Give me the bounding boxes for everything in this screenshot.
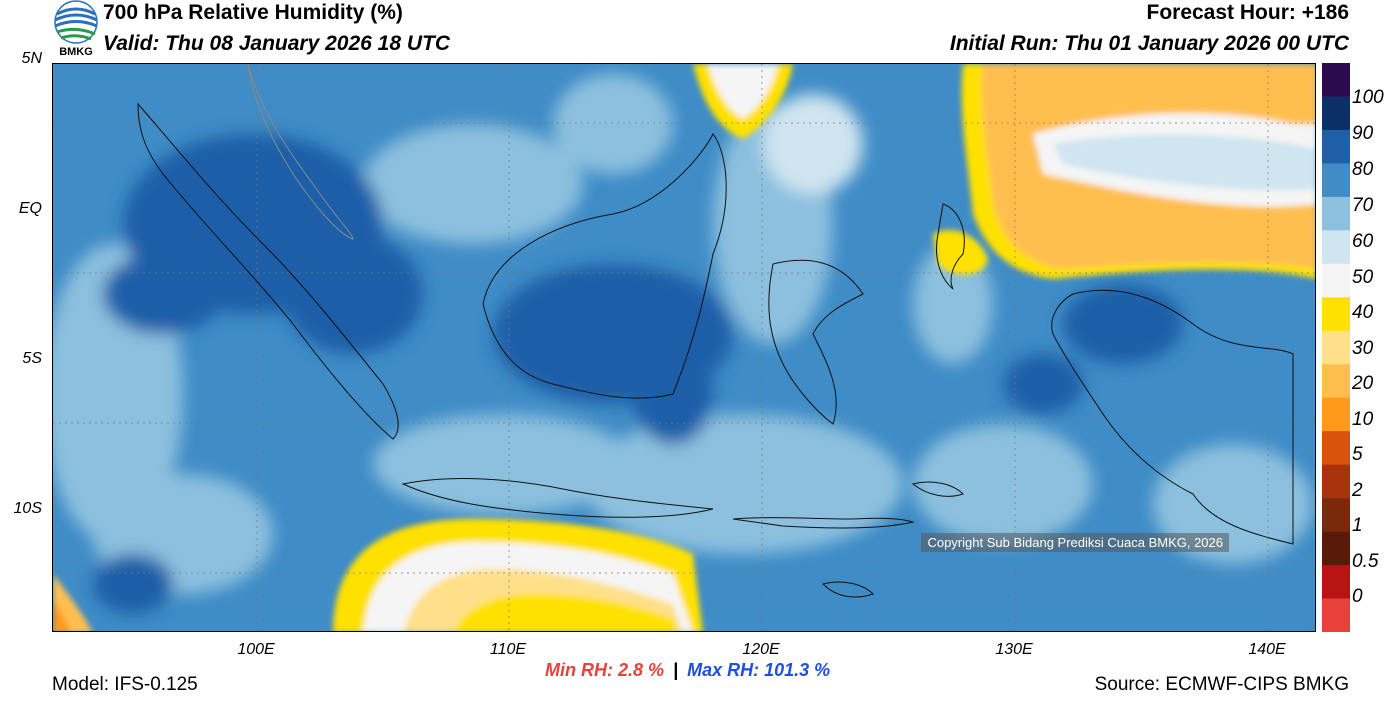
colorbar-swatch [1322,364,1350,399]
colorbar-label: 0.5 [1352,551,1379,572]
bmkg-logo: BMKG [52,0,100,60]
colorbar-swatches [1322,63,1350,633]
lon-label-120e: 120E [742,641,780,658]
colorbar-swatch [1322,163,1350,198]
copyright-notice: Copyright Sub Bidang Prediksi Cuaca BMKG… [921,533,1229,552]
colorbar-label: 50 [1352,267,1374,288]
colorbar-label: 20 [1352,373,1374,394]
colorbar-swatch [1322,531,1350,566]
colorbar-swatch [1322,431,1350,466]
model-label: Model: IFS-0.125 [52,674,198,695]
humidity-field [53,64,1315,631]
colorbar-label: 90 [1352,123,1374,144]
lon-label-100e: 100E [237,641,275,658]
colorbar-swatch [1322,565,1350,600]
colorbar-label: 100 [1352,87,1384,108]
lat-label-eq: EQ [18,200,42,217]
colorbar-swatch [1322,96,1350,131]
colorbar-swatch [1322,63,1350,97]
colorbar-label: 70 [1352,195,1374,216]
colorbar-label: 30 [1352,338,1374,359]
colorbar-label: 5 [1352,444,1363,465]
lon-label-140e: 140E [1248,641,1286,658]
colorbar-swatch [1322,598,1350,633]
lat-label-5s: 5S [22,350,42,367]
colorbar-label: 1 [1352,515,1363,536]
colorbar-swatch [1322,129,1350,164]
lat-label-10s: 10S [13,500,42,517]
valid-time: Valid: Thu 08 January 2026 18 UTC [103,32,451,55]
lon-label-130e: 130E [995,641,1033,658]
forecast-hour: Forecast Hour: +186 [1146,1,1350,24]
colorbar-label: 80 [1352,159,1374,180]
colorbar [1322,63,1350,633]
colorbar-swatch [1322,230,1350,265]
humidity-map: Copyright Sub Bidang Prediksi Cuaca BMKG… [52,63,1316,632]
rh-stats: Min RH: 2.8 % | Max RH: 101.3 % [545,660,830,681]
min-rh: Min RH: 2.8 % [545,660,665,680]
lat-label-5n: 5N [21,50,42,67]
colorbar-swatch [1322,464,1350,499]
colorbar-label: 2 [1352,480,1363,501]
stats-separator: | [673,660,679,680]
colorbar-swatch [1322,498,1350,533]
logo-text: BMKG [59,46,93,58]
colorbar-label: 10 [1352,409,1374,430]
chart-title: 700 hPa Relative Humidity (%) [103,1,403,24]
colorbar-swatch [1322,263,1350,298]
colorbar-swatch [1322,297,1350,332]
source-label: Source: ECMWF-CIPS BMKG [1094,674,1349,695]
colorbar-swatch [1322,397,1350,432]
initial-run: Initial Run: Thu 01 January 2026 00 UTC [949,32,1349,55]
colorbar-swatch [1322,330,1350,365]
max-rh: Max RH: 101.3 % [687,660,831,680]
lon-label-110e: 110E [489,641,527,658]
coastlines [137,64,1294,598]
colorbar-label: 0 [1352,586,1363,607]
colorbar-label: 40 [1352,302,1374,323]
colorbar-swatch [1322,196,1350,231]
colorbar-label: 60 [1352,231,1374,252]
